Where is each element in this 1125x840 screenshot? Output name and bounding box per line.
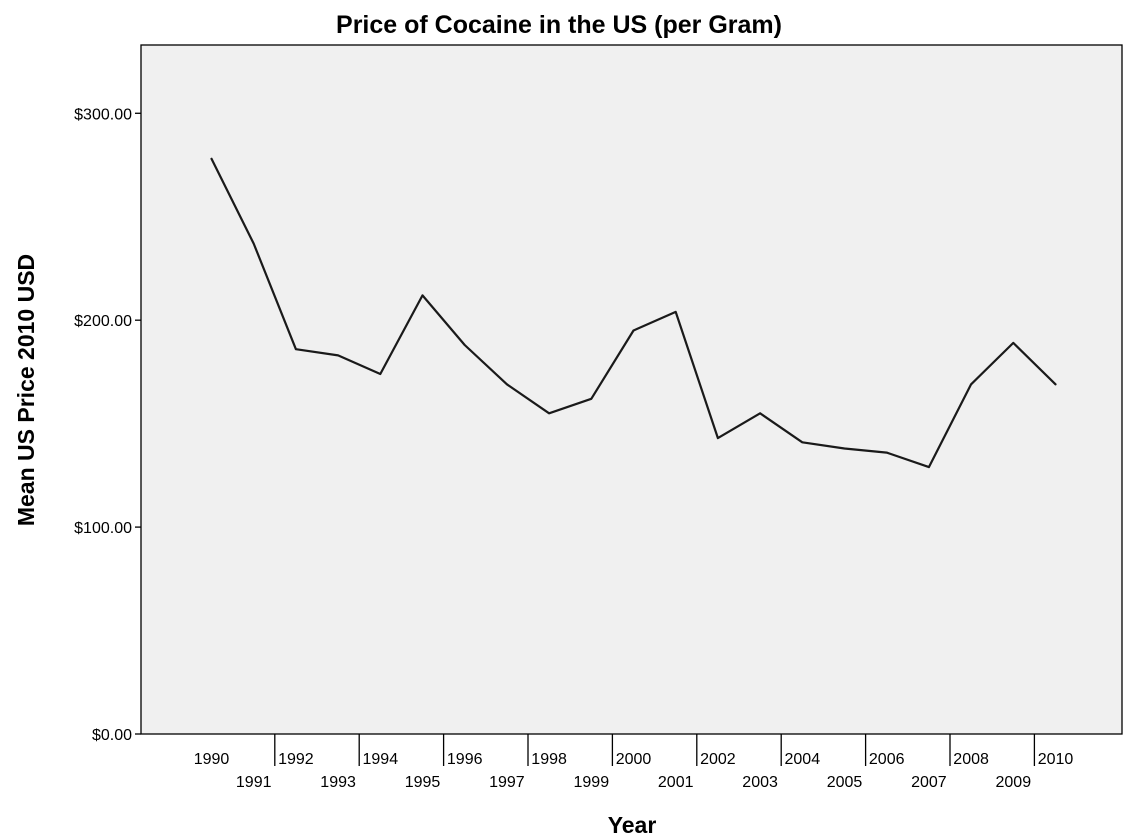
x-tick-label: 1993 (320, 774, 356, 791)
series-line (210, 157, 1057, 469)
y-axis-title: Mean US Price 2010 USD (13, 254, 39, 526)
x-tick-label: 1997 (489, 774, 525, 791)
x-tick-label: 2009 (996, 774, 1032, 791)
x-axis: 1990 1991 1992 1993 1994 1995 1996 1997 1998 1999… (194, 734, 1074, 791)
x-tick-label: 2001 (658, 774, 694, 791)
x-tick-label: 1996 (447, 751, 483, 768)
x-tick-label: 1998 (531, 751, 567, 768)
chart-title: Price of Cocaine in the US (per Gram) (336, 11, 782, 39)
x-tick-label: 2002 (700, 751, 736, 768)
series-layer (210, 157, 1057, 469)
x-tick-label: 1991 (236, 774, 272, 791)
x-tick-label: 2003 (742, 774, 778, 791)
x-tick-label: 2010 (1038, 751, 1074, 768)
x-tick-label: 2007 (911, 774, 947, 791)
x-tick-label: 1999 (574, 774, 610, 791)
x-axis-title: Year (608, 812, 657, 838)
y-tick-label: $100.00 (74, 520, 132, 537)
x-tick-label: 1995 (405, 774, 441, 791)
plot-area (140, 44, 1123, 735)
x-tick-label: 2005 (827, 774, 863, 791)
x-tick-label: 2006 (869, 751, 905, 768)
x-tick-label: 2008 (953, 751, 989, 768)
x-tick-label: 1992 (278, 751, 314, 768)
x-tick-label: 2004 (785, 751, 821, 768)
y-tick-label: $300.00 (74, 106, 132, 123)
y-tick-label: $200.00 (74, 313, 132, 330)
x-tick-label: 1994 (363, 751, 399, 768)
x-tick-label: 2000 (616, 751, 652, 768)
y-axis: $0.00 $100.00 $200.00 $300.00 (74, 106, 141, 744)
x-tick-label: 1990 (194, 751, 230, 768)
y-tick-label: $0.00 (92, 727, 132, 744)
